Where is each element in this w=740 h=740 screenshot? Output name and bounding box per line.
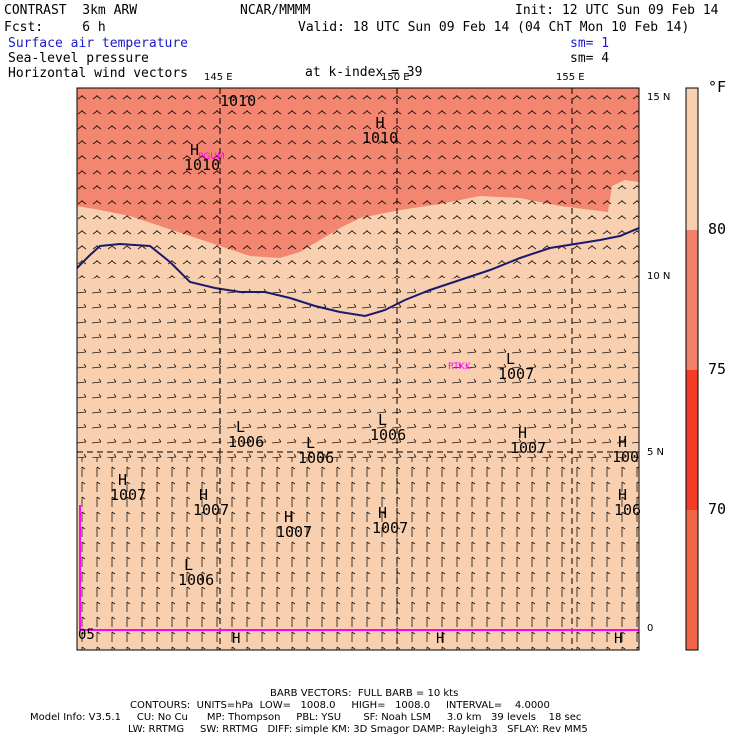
colorbar-unit: °F (708, 78, 727, 96)
pressure-center: H (232, 631, 241, 647)
pressure-center: 1010 (220, 92, 257, 110)
model-info: Model Info: V3.5.1 CU: No Cu MP: Thompso… (30, 712, 582, 723)
pressure-center: H 1007 (510, 424, 547, 457)
pressure-center: H 1007 (110, 471, 147, 504)
wind-barbs-lower (77, 458, 639, 650)
lon-label-155: 155 E (556, 72, 585, 83)
lat-label-5n: 5 N (647, 447, 665, 458)
pressure-center: H (614, 631, 623, 647)
lat-label-10n: 10 N (647, 271, 671, 282)
field-sea-level-pressure: Sea-level pressure (8, 51, 149, 66)
lon-label-150: 150 E (381, 72, 410, 83)
colorbar-swatch-2 (686, 230, 698, 370)
pressure-center: L 1006 (228, 418, 265, 451)
barb-vectors-note: BARB VECTORS: FULL BARB = 10 kts (270, 688, 459, 699)
pressure-center: H 1007 (193, 486, 230, 519)
pressure-center: L 1006 (178, 556, 215, 589)
lat-label-15n: 15 N (647, 92, 671, 103)
graticule (77, 88, 639, 650)
forecast-hour: Fcst: 6 h (4, 20, 106, 35)
pressure-center: 05 (78, 627, 95, 643)
colorbar-tick-75: 75 (708, 360, 727, 378)
colorbar-swatch-4 (686, 510, 698, 650)
pressure-center: H (436, 631, 445, 647)
smoothing-2: sm= 4 (570, 51, 610, 66)
field-surface-temperature: Surface air temperature (8, 36, 189, 51)
station-pgum: PGUM (198, 152, 225, 162)
smoothing-1: sm= 1 (570, 36, 610, 51)
contours-note: CONTOURS: UNITS=hPa LOW= 1008.0 HIGH= 10… (130, 700, 550, 711)
pressure-center: H 1007 (372, 504, 409, 537)
map-frame (76, 87, 640, 651)
colorbar-swatch-1 (686, 88, 698, 230)
org-label: NCAR/MMMM (240, 3, 311, 18)
valid-time: Valid: 18 UTC Sun 09 Feb 14 (04 ChT Mon … (298, 20, 690, 35)
model-title: CONTRAST 3km ARW (4, 3, 138, 18)
pressure-center: L 1006 (298, 434, 335, 467)
colorbar (685, 87, 699, 651)
colorbar-tick-80: 80 (708, 220, 727, 238)
pressure-center: H 100 (612, 433, 640, 466)
pressure-center: H 1007 (276, 508, 313, 541)
physics-info: LW: RRTMG SW: RRTMG DIFF: simple KM: 3D … (128, 724, 588, 735)
wind-barbs-middle (77, 278, 639, 458)
coastline-contour (77, 227, 639, 318)
colorbar-tick-70: 70 (708, 500, 727, 518)
pressure-center: H 106 (614, 486, 642, 519)
pressure-center: H 1010 (362, 114, 399, 147)
field-wind-vectors: Horizontal wind vectors (8, 66, 189, 81)
pressure-center: L 1006 (370, 411, 407, 444)
pressure-center: H 1010 (184, 141, 221, 174)
lat-label-0: 0 (647, 623, 654, 634)
wind-barbs-upper (77, 88, 639, 278)
init-time: Init: 12 UTC Sun 09 Feb 14 (515, 3, 719, 18)
lon-label-145: 145 E (204, 72, 233, 83)
pressure-center: L 1007 (498, 350, 535, 383)
level-label: at k-index = 39 (305, 65, 423, 80)
colorbar-swatch-3 (686, 370, 698, 510)
station-ptkk: PTKK (448, 362, 471, 372)
